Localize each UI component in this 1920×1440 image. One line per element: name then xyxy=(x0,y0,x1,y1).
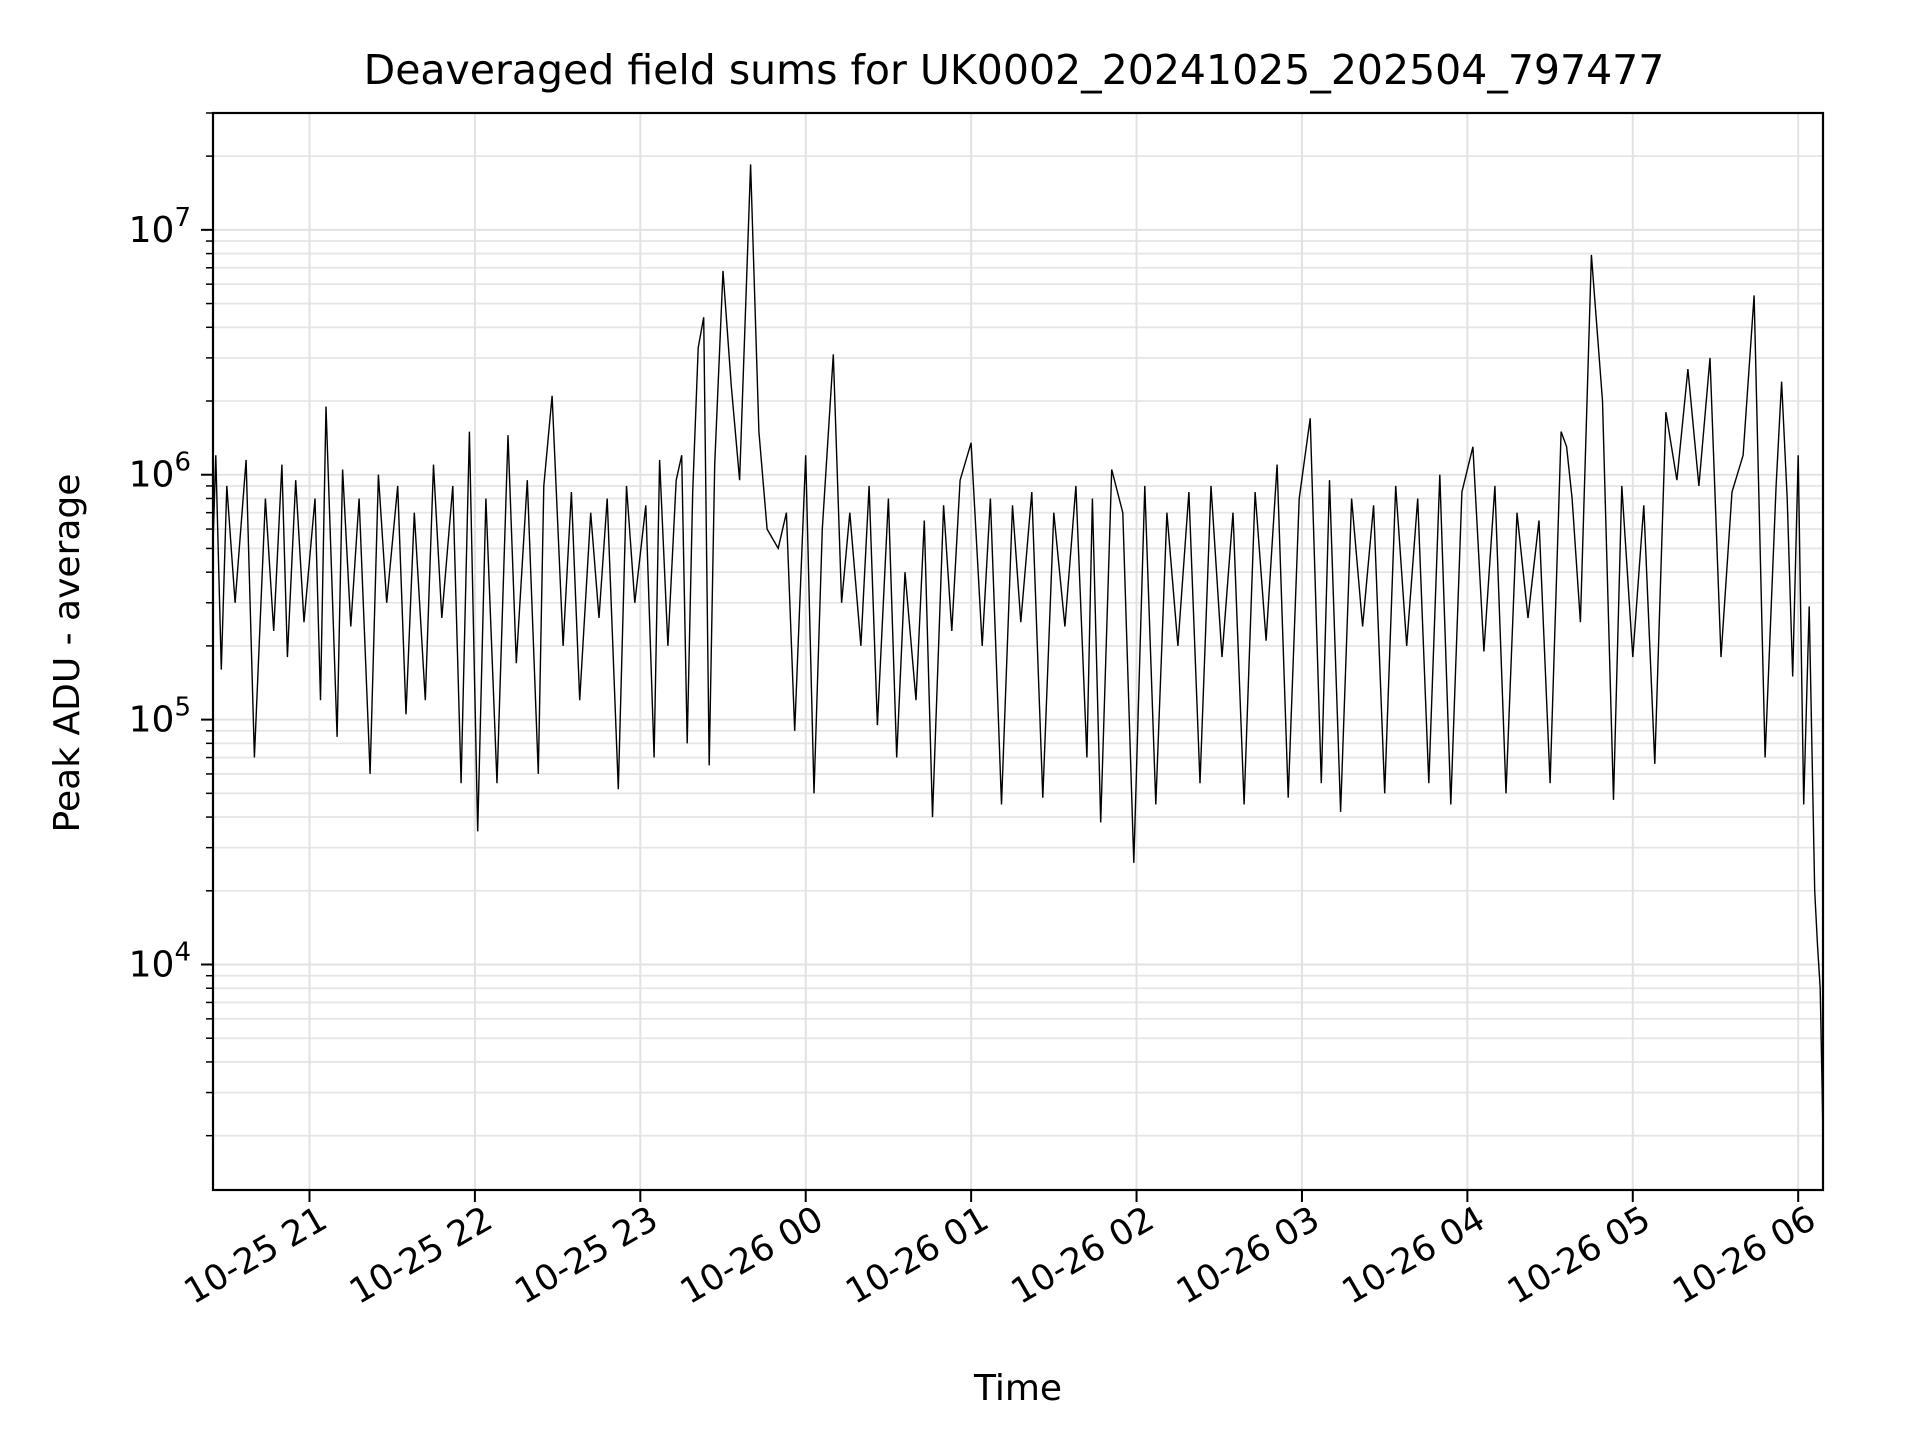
x-tick-label: 10-25 23 xyxy=(509,1199,665,1312)
grid-lines xyxy=(213,112,1823,1190)
y-axis-label: Peak ADU - average xyxy=(47,474,88,833)
x-tick-label: 10-26 03 xyxy=(1170,1199,1326,1312)
x-tick-label: 10-26 04 xyxy=(1336,1199,1492,1312)
x-axis-label: Time xyxy=(973,1368,1062,1409)
y-tick-exponent: 4 xyxy=(174,938,191,968)
x-tick-label: 10-26 01 xyxy=(839,1199,995,1312)
y-tick-label: 104 xyxy=(129,938,191,986)
y-tick-base: 10 xyxy=(129,945,175,986)
x-axis: 10-25 21 10-25 22 10-25 23 10-26 00 10-26 01… xyxy=(178,1190,1823,1312)
y-tick-base: 10 xyxy=(129,455,175,496)
plot-frame xyxy=(211,111,1825,1192)
y-tick-label: 106 xyxy=(129,448,191,496)
y-tick-base: 10 xyxy=(129,210,175,251)
x-tick-label: 10-26 02 xyxy=(1005,1199,1161,1312)
x-tick-label: 10-26 00 xyxy=(674,1199,830,1312)
y-tick-label: 107 xyxy=(129,203,191,251)
series-polyline xyxy=(212,164,1824,1136)
x-tick-label: 10-26 06 xyxy=(1666,1199,1822,1312)
y-tick-label: 105 xyxy=(129,693,191,741)
y-tick-exponent: 7 xyxy=(174,203,191,233)
series-line xyxy=(212,164,1824,1136)
x-tick-label: 10-25 21 xyxy=(178,1199,334,1312)
y-tick-base: 10 xyxy=(129,700,175,741)
x-tick-label: 10-26 05 xyxy=(1501,1199,1657,1312)
chart-title: Deaveraged field sums for UK0002_2024102… xyxy=(364,46,1665,94)
x-tick-label: 10-25 22 xyxy=(343,1199,499,1312)
y-tick-exponent: 5 xyxy=(174,693,191,723)
y-tick-exponent: 6 xyxy=(174,448,191,478)
